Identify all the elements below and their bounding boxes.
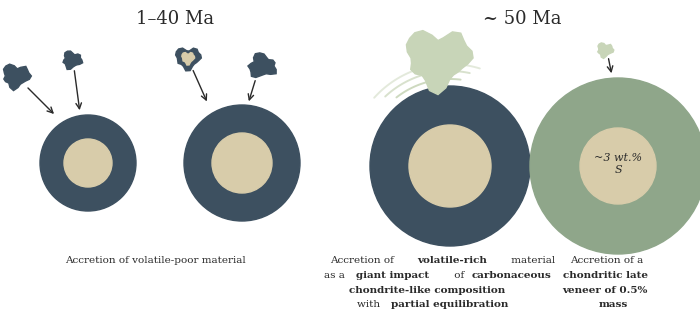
Circle shape [580, 128, 656, 204]
Text: giant impact: giant impact [356, 271, 429, 280]
Text: as a: as a [324, 271, 349, 280]
Text: partial equilibration: partial equilibration [391, 300, 508, 309]
Text: with: with [357, 300, 383, 309]
Text: material: material [508, 256, 556, 265]
Circle shape [184, 105, 300, 221]
Text: ~ 50 Ma: ~ 50 Ma [483, 10, 561, 28]
Text: carbonaceous: carbonaceous [472, 271, 552, 280]
Circle shape [530, 78, 700, 254]
Polygon shape [248, 53, 276, 77]
Circle shape [64, 139, 112, 187]
Text: volatile-rich: volatile-rich [417, 256, 487, 265]
Circle shape [212, 133, 272, 193]
Text: Accretion of volatile-poor material: Accretion of volatile-poor material [64, 256, 246, 265]
Text: mass: mass [599, 300, 629, 309]
Circle shape [40, 115, 136, 211]
Polygon shape [4, 64, 32, 91]
Polygon shape [407, 31, 473, 94]
Text: Accretion of: Accretion of [330, 256, 398, 265]
Text: chondritic late: chondritic late [563, 271, 648, 280]
Polygon shape [176, 48, 202, 71]
Text: 1–40 Ma: 1–40 Ma [136, 10, 214, 28]
Text: ~3 wt.%
S: ~3 wt.% S [594, 153, 642, 175]
Polygon shape [182, 52, 195, 65]
Polygon shape [598, 43, 614, 58]
Circle shape [409, 125, 491, 207]
Polygon shape [63, 51, 83, 70]
Text: chondrite-like composition: chondrite-like composition [349, 286, 505, 295]
Circle shape [370, 86, 530, 246]
Text: veneer of 0.5%: veneer of 0.5% [563, 286, 648, 295]
Text: Accretion of a: Accretion of a [570, 256, 644, 265]
Text: of: of [451, 271, 467, 280]
